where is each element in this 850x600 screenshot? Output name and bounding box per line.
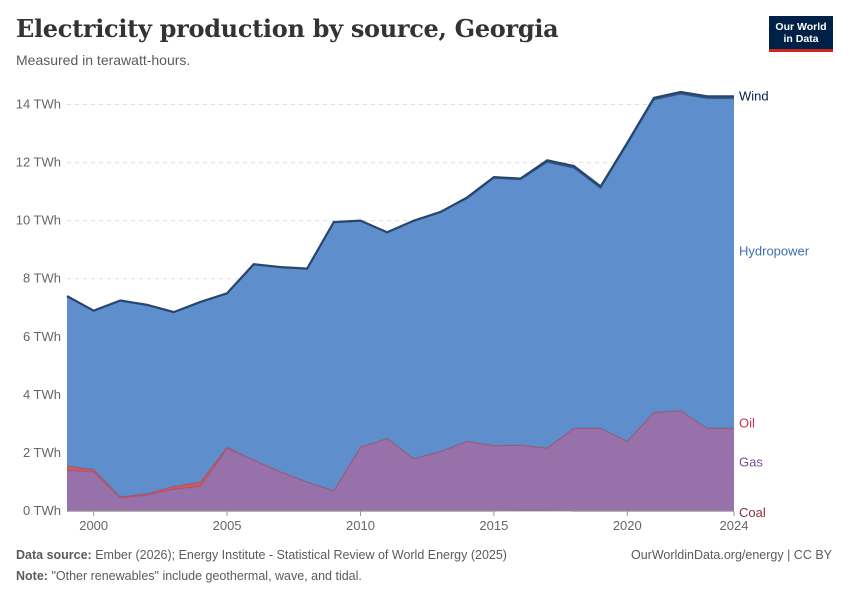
y-tick-label: 6 TWh: [23, 329, 61, 344]
x-tick-label: 2015: [479, 518, 508, 533]
y-tick-label: 0 TWh: [23, 503, 61, 518]
chart-title: Electricity production by source, Georgi…: [16, 14, 559, 43]
y-tick-label: 12 TWh: [16, 155, 61, 170]
x-tick-label: 2000: [79, 518, 108, 533]
area-series[interactable]: [66, 90, 734, 512]
x-tick-label: 2020: [613, 518, 642, 533]
y-tick-label: 10 TWh: [16, 213, 61, 228]
y-tick-label: 2 TWh: [23, 445, 61, 460]
x-tick-label: 2010: [346, 518, 375, 533]
logo-line-1: Our World: [775, 20, 827, 33]
y-tick-label: 14 TWh: [16, 97, 61, 112]
legend-oil[interactable]: Oil: [739, 415, 755, 430]
y-axis: 0 TWh 2 TWh 4 TWh 6 TWh 8 TWh 10 TWh 12 TWh 14 …: [16, 97, 61, 518]
legend-hydropower[interactable]: Hydropower: [739, 243, 810, 258]
y-tick-label: 8 TWh: [23, 271, 61, 286]
y-tick-label: 4 TWh: [23, 387, 61, 402]
x-tick-label: 2024: [720, 518, 749, 533]
logo-line-2: in Data: [783, 32, 819, 45]
x-tick-label: 2005: [213, 518, 242, 533]
x-axis: 2000 2005 2010 2015 2020 2024: [67, 510, 749, 533]
data-source: Data source: Ember (2026); Energy Instit…: [16, 548, 507, 562]
note-text: "Other renewables" include geothermal, w…: [51, 569, 362, 583]
data-source-label: Data source:: [16, 548, 92, 562]
legend-coal[interactable]: Coal: [739, 505, 766, 520]
owid-logo[interactable]: Our World in Data: [769, 16, 833, 52]
credit-link[interactable]: OurWorldinData.org/energy | CC BY: [630, 548, 832, 562]
chart-note: Note: "Other renewables" include geother…: [16, 569, 362, 583]
note-label: Note:: [16, 569, 48, 583]
legend[interactable]: Coal Gas Oil Hydropower Wind: [739, 88, 810, 520]
area-hydropower[interactable]: [67, 94, 734, 497]
legend-gas[interactable]: Gas: [739, 455, 763, 470]
chart-subtitle: Measured in terawatt-hours.: [16, 52, 191, 68]
data-source-text[interactable]: Ember (2026); Energy Institute - Statist…: [95, 548, 507, 562]
legend-wind[interactable]: Wind: [739, 88, 769, 103]
area-gas[interactable]: [67, 410, 734, 511]
area-edge-wind: [66, 90, 734, 314]
